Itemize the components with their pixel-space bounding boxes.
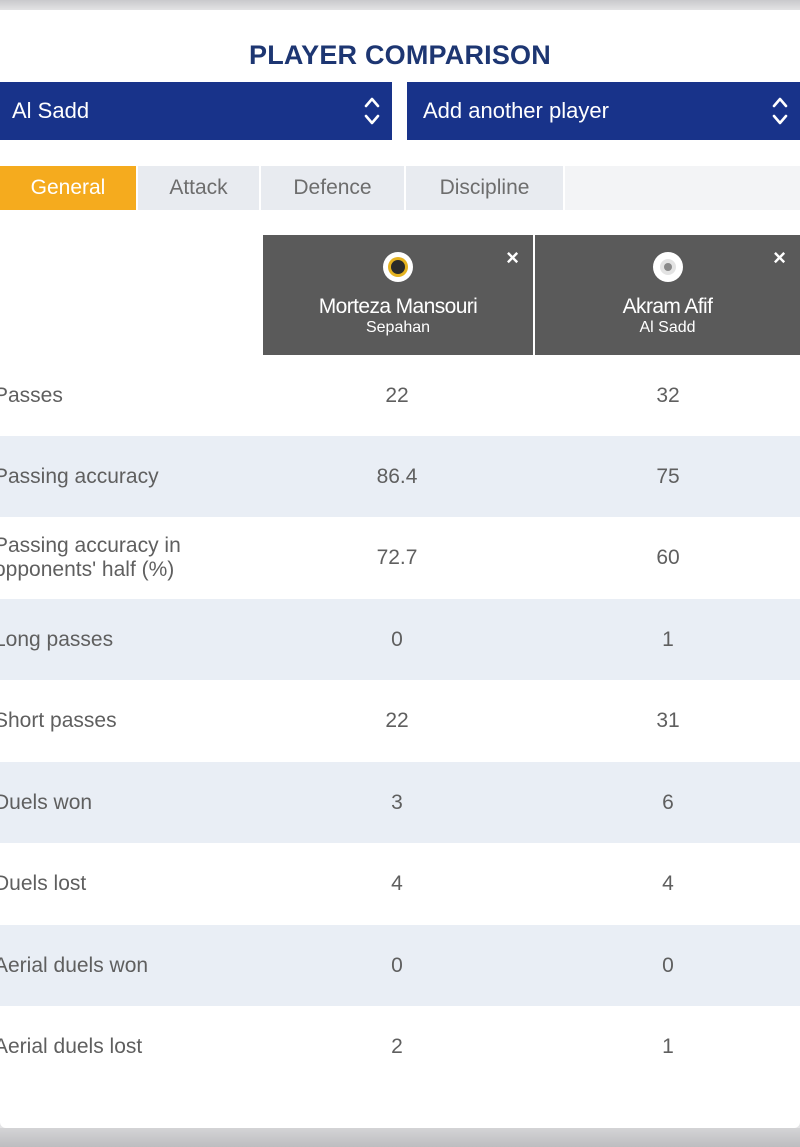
player-name: Morteza Mansouri <box>318 295 478 318</box>
chevron-up-down-icon <box>768 91 792 131</box>
player-header-2: × Akram Afif Al Sadd <box>535 235 800 355</box>
player-2-value: 32 <box>656 383 680 407</box>
player-2-value: 60 <box>656 545 680 569</box>
tab-general[interactable]: General <box>0 166 136 210</box>
player-2-value: 1 <box>662 1034 674 1058</box>
stat-row-aerial-duels-lost: Aerial duels lost 2 1 <box>0 1006 800 1087</box>
player-club: Al Sadd <box>639 319 696 336</box>
tabs-filler <box>565 166 800 210</box>
player-2-value: 0 <box>662 953 674 977</box>
stat-label: Short passes <box>0 708 117 732</box>
tab-discipline[interactable]: Discipline <box>406 166 563 210</box>
sepahan-club-badge-icon <box>382 251 414 283</box>
player-header-1: × Morteza Mansouri Sepahan <box>263 235 533 355</box>
stat-category-tabs: General Attack Defence Discipline <box>0 166 800 210</box>
add-player-select-value: Add another player <box>423 98 609 123</box>
player-2-value: 75 <box>656 464 680 488</box>
player-1-value: 3 <box>391 790 403 814</box>
player-1-value: 86.4 <box>376 464 418 488</box>
page-title: PLAYER COMPARISON <box>249 40 551 70</box>
player-1-value: 0 <box>391 953 403 977</box>
stat-row-passes: Passes 22 32 <box>0 355 800 436</box>
player-2-value: 6 <box>662 790 674 814</box>
player-1-value: 0 <box>391 627 403 651</box>
remove-player-button[interactable]: × <box>773 245 786 270</box>
stat-label: Passes <box>0 383 63 407</box>
stat-row-passing-accuracy: Passing accuracy 86.4 75 <box>0 436 800 517</box>
player-2-value: 4 <box>662 871 674 895</box>
remove-player-button[interactable]: × <box>506 245 519 270</box>
club-select[interactable]: Al Sadd <box>0 82 392 140</box>
stat-row-passing-accuracy-opp-half: Passing accuracy in opponents' half (%) … <box>0 517 800 598</box>
stat-row-long-passes: Long passes 0 1 <box>0 599 800 680</box>
stat-label: Long passes <box>0 627 114 651</box>
stat-label: Aerial duels lost <box>0 1034 143 1058</box>
player-1-value: 4 <box>391 871 403 895</box>
bottom-shadow <box>0 1128 800 1147</box>
player-club: Sepahan <box>365 319 431 336</box>
player-2-value: 1 <box>662 627 674 651</box>
player-1-value: 22 <box>385 708 409 732</box>
player-1-value: 2 <box>391 1034 403 1058</box>
tab-defence[interactable]: Defence <box>261 166 404 210</box>
player-1-value: 22 <box>385 383 409 407</box>
stat-label: Duels won <box>0 790 93 814</box>
stat-row-short-passes: Short passes 22 31 <box>0 680 800 761</box>
tab-attack[interactable]: Attack <box>138 166 259 210</box>
stat-label: Passing accuracy in opponents' half (%) <box>0 533 181 581</box>
club-select-value: Al Sadd <box>12 98 90 123</box>
stat-row-duels-lost: Duels lost 4 4 <box>0 843 800 924</box>
player-2-value: 31 <box>656 708 680 732</box>
stat-row-aerial-duels-won: Aerial duels won 0 0 <box>0 925 800 1006</box>
add-player-select[interactable]: Add another player <box>407 82 800 140</box>
player-1-value: 72.7 <box>376 545 418 569</box>
stat-row-duels-won: Duels won 3 6 <box>0 762 800 843</box>
stat-label: Aerial duels won <box>0 953 149 977</box>
stat-label: Duels lost <box>0 871 87 895</box>
al-sadd-club-badge-icon <box>652 251 684 283</box>
chevron-up-down-icon <box>360 91 384 131</box>
stat-label: Passing accuracy <box>0 464 159 488</box>
player-name: Akram Afif <box>622 295 713 318</box>
